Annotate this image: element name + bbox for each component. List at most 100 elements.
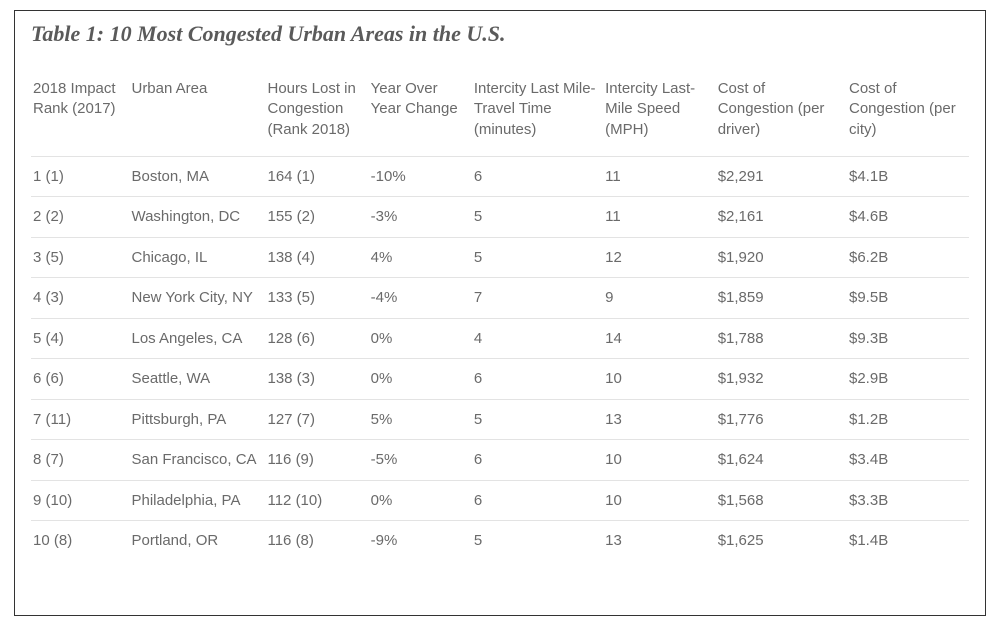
cell: $2,161 — [716, 197, 847, 238]
cell: $1,788 — [716, 318, 847, 359]
cell: $3.3B — [847, 480, 969, 521]
table-row: 6 (6) Seattle, WA 138 (3) 0% 6 10 $1,932… — [31, 359, 969, 400]
table-row: 2 (2) Washington, DC 155 (2) -3% 5 11 $2… — [31, 197, 969, 238]
cell: $9.5B — [847, 278, 969, 319]
cell: 3 (5) — [31, 237, 129, 278]
cell: Chicago, IL — [129, 237, 265, 278]
cell: 13 — [603, 521, 716, 561]
cell: 5 — [472, 521, 603, 561]
cell: 112 (10) — [265, 480, 368, 521]
table-row: 8 (7) San Francisco, CA 116 (9) -5% 6 10… — [31, 440, 969, 481]
col-header: Year Over Year Change — [369, 75, 472, 156]
cell: 138 (3) — [265, 359, 368, 400]
cell: 128 (6) — [265, 318, 368, 359]
table-row: 3 (5) Chicago, IL 138 (4) 4% 5 12 $1,920… — [31, 237, 969, 278]
cell: $1,776 — [716, 399, 847, 440]
cell: 12 — [603, 237, 716, 278]
cell: $9.3B — [847, 318, 969, 359]
cell: $1,859 — [716, 278, 847, 319]
cell: 6 — [472, 359, 603, 400]
cell: 133 (5) — [265, 278, 368, 319]
cell: 5 (4) — [31, 318, 129, 359]
table-head: 2018 Impact Rank (2017) Urban Area Hours… — [31, 75, 969, 156]
cell: $2.9B — [847, 359, 969, 400]
cell: 10 — [603, 480, 716, 521]
cell: $1,624 — [716, 440, 847, 481]
cell: -9% — [369, 521, 472, 561]
cell: 10 (8) — [31, 521, 129, 561]
cell: $2,291 — [716, 156, 847, 197]
cell: 5% — [369, 399, 472, 440]
cell: Los Angeles, CA — [129, 318, 265, 359]
cell: 1 (1) — [31, 156, 129, 197]
cell: $4.6B — [847, 197, 969, 238]
cell: -3% — [369, 197, 472, 238]
cell: 8 (7) — [31, 440, 129, 481]
cell: 127 (7) — [265, 399, 368, 440]
cell: Washington, DC — [129, 197, 265, 238]
col-header: Hours Lost in Congestion (Rank 2018) — [265, 75, 368, 156]
cell: 9 — [603, 278, 716, 319]
table-row: 1 (1) Boston, MA 164 (1) -10% 6 11 $2,29… — [31, 156, 969, 197]
cell: 9 (10) — [31, 480, 129, 521]
cell: Portland, OR — [129, 521, 265, 561]
table-row: 5 (4) Los Angeles, CA 128 (6) 0% 4 14 $1… — [31, 318, 969, 359]
cell: San Francisco, CA — [129, 440, 265, 481]
table-frame: Table 1: 10 Most Congested Urban Areas i… — [14, 10, 986, 616]
cell: $4.1B — [847, 156, 969, 197]
table-row: 4 (3) New York City, NY 133 (5) -4% 7 9 … — [31, 278, 969, 319]
cell: 13 — [603, 399, 716, 440]
cell: 138 (4) — [265, 237, 368, 278]
cell: Boston, MA — [129, 156, 265, 197]
col-header: Intercity Last-Mile Speed (MPH) — [603, 75, 716, 156]
cell: $1,920 — [716, 237, 847, 278]
cell: -10% — [369, 156, 472, 197]
cell: 2 (2) — [31, 197, 129, 238]
cell: 5 — [472, 197, 603, 238]
table-row: 9 (10) Philadelphia, PA 112 (10) 0% 6 10… — [31, 480, 969, 521]
cell: 11 — [603, 156, 716, 197]
cell: 6 (6) — [31, 359, 129, 400]
cell: 7 — [472, 278, 603, 319]
col-header: Intercity Last Mile-Travel Time (minutes… — [472, 75, 603, 156]
col-header: 2018 Impact Rank (2017) — [31, 75, 129, 156]
cell: $1.4B — [847, 521, 969, 561]
cell: 0% — [369, 359, 472, 400]
cell: 4 (3) — [31, 278, 129, 319]
col-header: Cost of Congestion (per city) — [847, 75, 969, 156]
cell: 4 — [472, 318, 603, 359]
cell: $3.4B — [847, 440, 969, 481]
congestion-table: 2018 Impact Rank (2017) Urban Area Hours… — [31, 75, 969, 561]
page: Table 1: 10 Most Congested Urban Areas i… — [0, 0, 1000, 630]
cell: 7 (11) — [31, 399, 129, 440]
cell: New York City, NY — [129, 278, 265, 319]
cell: 5 — [472, 237, 603, 278]
cell: 6 — [472, 156, 603, 197]
cell: Seattle, WA — [129, 359, 265, 400]
table-row: 10 (8) Portland, OR 116 (8) -9% 5 13 $1,… — [31, 521, 969, 561]
cell: 4% — [369, 237, 472, 278]
cell: 0% — [369, 480, 472, 521]
cell: 0% — [369, 318, 472, 359]
cell: Pittsburgh, PA — [129, 399, 265, 440]
cell: 6 — [472, 440, 603, 481]
header-row: 2018 Impact Rank (2017) Urban Area Hours… — [31, 75, 969, 156]
cell: 116 (8) — [265, 521, 368, 561]
cell: 164 (1) — [265, 156, 368, 197]
cell: 14 — [603, 318, 716, 359]
table-row: 7 (11) Pittsburgh, PA 127 (7) 5% 5 13 $1… — [31, 399, 969, 440]
cell: 116 (9) — [265, 440, 368, 481]
table-title: Table 1: 10 Most Congested Urban Areas i… — [31, 21, 969, 47]
cell: Philadelphia, PA — [129, 480, 265, 521]
cell: $1,932 — [716, 359, 847, 400]
cell: $6.2B — [847, 237, 969, 278]
cell: $1.2B — [847, 399, 969, 440]
cell: 6 — [472, 480, 603, 521]
cell: 10 — [603, 440, 716, 481]
cell: -5% — [369, 440, 472, 481]
col-header: Cost of Congestion (per driver) — [716, 75, 847, 156]
cell: -4% — [369, 278, 472, 319]
cell: 11 — [603, 197, 716, 238]
cell: 155 (2) — [265, 197, 368, 238]
cell: 10 — [603, 359, 716, 400]
